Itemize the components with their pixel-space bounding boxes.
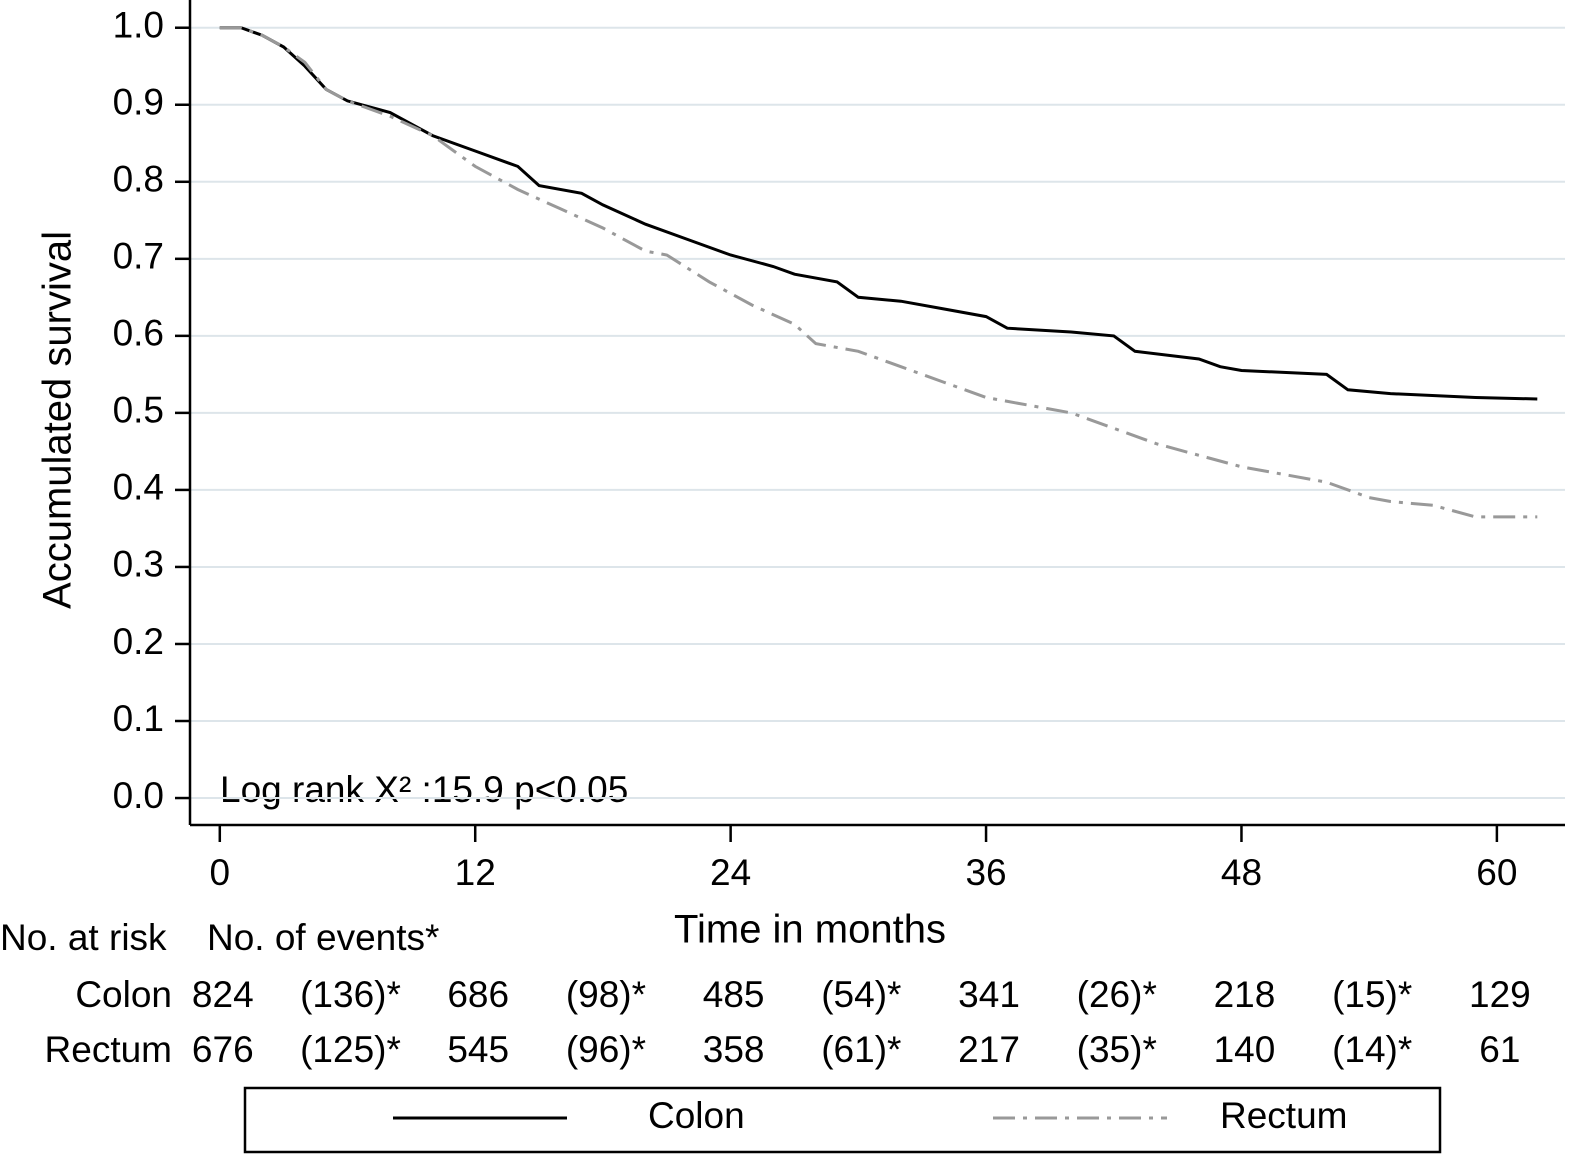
y-tick-label: 0.8 [113,159,164,200]
y-tick-label: 0.2 [113,621,164,662]
annotation: Log rank X² :15.9 p<0.05 [220,769,628,810]
risk-cell: 358 [703,1029,765,1070]
risk-cell: 676 [192,1029,254,1070]
y-tick-label: 0.6 [113,313,164,354]
survival-curve [219,26,1538,401]
risk-row-label: Colon [75,974,172,1015]
risk-cell: (35)* [1077,1029,1157,1070]
risk-cell: (136)* [300,974,401,1015]
risk-cell: 140 [1214,1029,1276,1070]
y-axis-label: Accumulated survival [36,231,80,609]
y-tick-label: 0.3 [113,544,164,585]
risk-cell: 218 [1214,974,1276,1015]
risk-row-label: Rectum [45,1029,172,1070]
y-tick-label: 1.0 [113,5,164,46]
x-tick-label: 36 [965,852,1006,893]
risk-cell: 485 [703,974,765,1015]
y-tick-label: 0.7 [113,236,164,277]
legend-box [243,1086,1442,1154]
y-tick-label: 0.9 [113,82,164,123]
risk-cell: 217 [958,1029,1020,1070]
risk-cell: (26)* [1077,974,1157,1015]
y-tick-label: 0.0 [113,775,164,816]
risk-cell: 129 [1469,974,1531,1015]
risk-cell: 341 [958,974,1020,1015]
risk-cell: 824 [192,974,254,1015]
x-tick-label: 0 [210,852,231,893]
legend-label: Colon [648,1095,745,1136]
risk-header: No. at risk [0,917,167,958]
legend-label: Rectum [1220,1095,1347,1136]
survival-curve [219,26,1538,519]
risk-cell: 686 [447,974,509,1015]
x-axis-label: Time in months [674,908,946,952]
x-tick-label: 12 [455,852,496,893]
risk-header: No. of events* [207,917,439,958]
risk-cell: (15)* [1332,974,1412,1015]
risk-cell: (96)* [566,1029,646,1070]
risk-cell: (61)* [821,1029,901,1070]
y-tick-label: 0.1 [113,698,164,739]
x-tick-label: 60 [1476,852,1517,893]
risk-cell: 61 [1479,1029,1520,1070]
x-tick-label: 24 [710,852,751,893]
risk-cell: 545 [447,1029,509,1070]
y-tick-label: 0.5 [113,390,164,431]
risk-cell: (125)* [300,1029,401,1070]
x-tick-label: 48 [1221,852,1262,893]
risk-cell: (54)* [821,974,901,1015]
risk-cell: (98)* [566,974,646,1015]
y-tick-label: 0.4 [113,467,164,508]
risk-cell: (14)* [1332,1029,1412,1070]
